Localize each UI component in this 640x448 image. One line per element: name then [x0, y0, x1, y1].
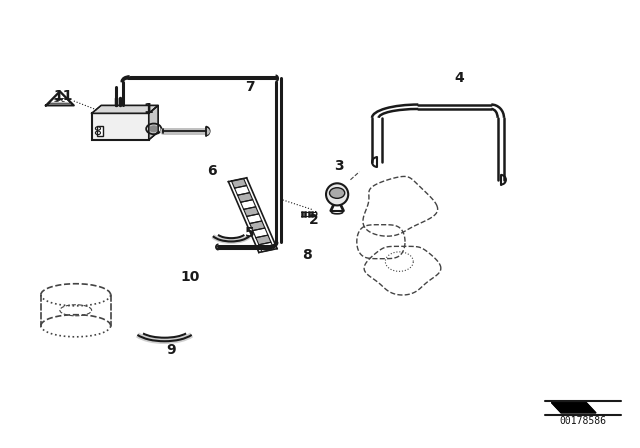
Text: 11: 11 — [53, 89, 73, 103]
Polygon shape — [244, 207, 259, 216]
Text: 3: 3 — [334, 159, 344, 173]
Bar — [97, 126, 103, 135]
Text: 2: 2 — [308, 212, 319, 227]
Text: 1: 1 — [144, 102, 154, 116]
Polygon shape — [552, 403, 596, 413]
Ellipse shape — [326, 183, 348, 206]
Text: 8: 8 — [303, 248, 312, 262]
Text: 6: 6 — [207, 164, 217, 178]
Polygon shape — [250, 221, 265, 231]
Polygon shape — [92, 105, 158, 113]
Text: 00178586: 00178586 — [560, 416, 607, 426]
Polygon shape — [148, 105, 158, 140]
Circle shape — [330, 188, 345, 198]
Text: 5: 5 — [245, 226, 255, 240]
Text: 7: 7 — [245, 80, 255, 94]
Text: 10: 10 — [180, 270, 200, 284]
Text: 9: 9 — [166, 343, 176, 357]
Text: 4: 4 — [454, 71, 465, 85]
Text: SPC: SPC — [54, 98, 66, 103]
Polygon shape — [237, 193, 253, 202]
Polygon shape — [256, 235, 271, 245]
Circle shape — [149, 126, 158, 132]
Polygon shape — [232, 178, 246, 188]
Bar — [92, 113, 148, 140]
